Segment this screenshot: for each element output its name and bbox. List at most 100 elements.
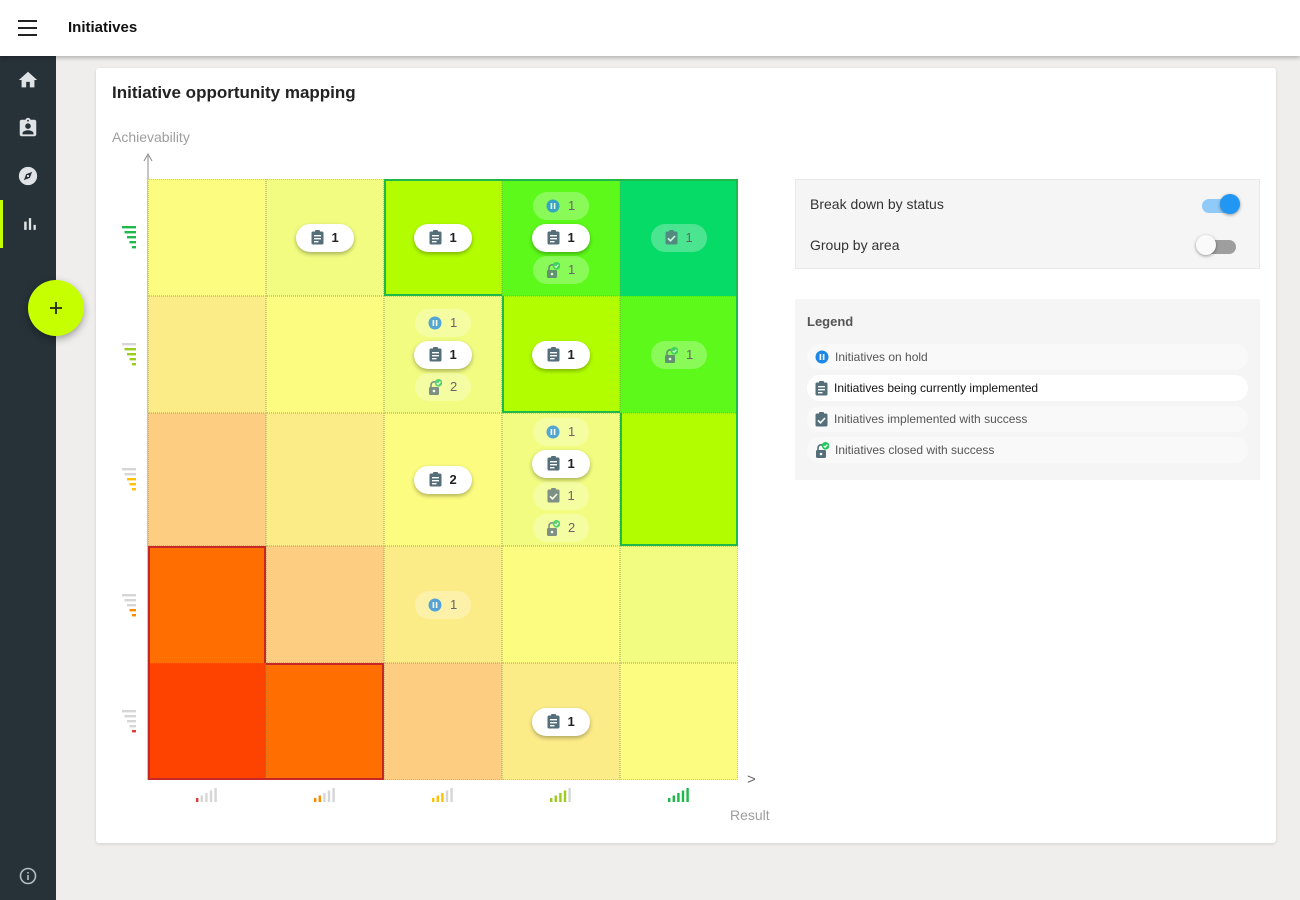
lock-check-icon bbox=[546, 261, 560, 278]
pause-icon bbox=[428, 316, 442, 330]
matrix-cell bbox=[620, 179, 738, 296]
matrix-cell bbox=[266, 546, 384, 663]
initiative-chip-impl[interactable]: 2 bbox=[414, 465, 472, 494]
chip-count: 2 bbox=[450, 379, 458, 394]
clipboard-check-icon bbox=[665, 230, 678, 245]
legend-panel: Legend Initiatives on hold Initiatives be… bbox=[795, 299, 1260, 480]
initiative-chip-closed[interactable]: 2 bbox=[415, 372, 471, 401]
top-app-bar: Initiatives bbox=[0, 0, 1300, 56]
chip-count: 1 bbox=[568, 262, 576, 277]
options-panel: Break down by status Group by area bbox=[795, 179, 1260, 269]
lock-check-icon bbox=[664, 346, 678, 363]
initiative-chip-impl[interactable]: 1 bbox=[296, 223, 354, 252]
initiative-chip-impl[interactable]: 1 bbox=[532, 707, 590, 736]
info-icon[interactable] bbox=[18, 866, 38, 886]
matrix-cell bbox=[384, 546, 502, 663]
initiative-chip-hold[interactable]: 1 bbox=[415, 590, 471, 619]
initiative-chip-hold[interactable]: 1 bbox=[415, 308, 471, 337]
chip-count: 1 bbox=[567, 714, 575, 729]
lock-check-icon bbox=[428, 378, 442, 395]
matrix-cell bbox=[384, 663, 502, 780]
initiative-chip-impl[interactable]: 1 bbox=[414, 223, 472, 252]
result-level-icon bbox=[548, 787, 574, 808]
chip-count: 1 bbox=[450, 315, 458, 330]
sidebar-item-home[interactable] bbox=[0, 56, 56, 104]
initiative-chip-closed[interactable]: 1 bbox=[533, 255, 589, 284]
legend-item-label: Initiatives implemented with success bbox=[834, 412, 1028, 426]
pause-icon bbox=[546, 425, 560, 439]
legend-item-label: Initiatives being currently implemented bbox=[834, 381, 1039, 395]
add-initiative-button[interactable] bbox=[28, 280, 84, 336]
initiative-chip-hold[interactable]: 1 bbox=[533, 417, 589, 446]
initiative-chip-impl[interactable]: 1 bbox=[532, 449, 590, 478]
y-axis-label: Achievability bbox=[112, 129, 190, 145]
matrix-cell bbox=[502, 413, 620, 546]
matrix-cell bbox=[266, 179, 384, 296]
sidebar-item-assignment[interactable] bbox=[0, 104, 56, 152]
initiative-chip-success[interactable]: 1 bbox=[533, 481, 589, 510]
chip-count: 2 bbox=[449, 472, 457, 487]
home-icon bbox=[18, 71, 38, 88]
initiative-chip-success[interactable]: 1 bbox=[651, 223, 707, 252]
matrix-cell bbox=[266, 663, 384, 780]
result-level-icon bbox=[666, 787, 692, 808]
clipboard-check-icon bbox=[815, 411, 828, 427]
bar-chart-icon bbox=[23, 218, 36, 230]
achievability-level-icon bbox=[120, 341, 138, 372]
break-down-label: Break down by status bbox=[810, 196, 944, 212]
chip-count: 1 bbox=[449, 230, 457, 245]
compass-icon bbox=[18, 166, 38, 186]
chip-count: 1 bbox=[331, 230, 339, 245]
pause-icon bbox=[428, 598, 442, 612]
matrix-cell bbox=[148, 546, 266, 663]
legend-item-label: Initiatives on hold bbox=[835, 350, 928, 364]
sidebar-item-explore[interactable] bbox=[0, 152, 56, 200]
initiative-chip-closed[interactable]: 2 bbox=[533, 513, 589, 542]
chip-count: 1 bbox=[685, 230, 693, 245]
chip-count: 1 bbox=[568, 198, 576, 213]
matrix-cell bbox=[620, 546, 738, 663]
matrix-cell bbox=[148, 663, 266, 780]
initiative-chip-hold[interactable]: 1 bbox=[533, 191, 589, 220]
initiative-chip-impl[interactable]: 1 bbox=[414, 340, 472, 369]
group-by-area-label: Group by area bbox=[810, 237, 900, 253]
clipboard-icon bbox=[547, 347, 560, 362]
legend-item-impl[interactable]: Initiatives being currently implemented bbox=[807, 375, 1248, 401]
clipboard-icon bbox=[547, 714, 560, 729]
achievability-level-icon bbox=[120, 466, 138, 497]
clipboard-check-icon bbox=[547, 488, 560, 503]
break-down-toggle[interactable] bbox=[1198, 192, 1242, 216]
matrix-cell bbox=[620, 663, 738, 780]
sidebar bbox=[0, 56, 56, 900]
result-level-icon bbox=[194, 787, 220, 808]
legend-item-hold[interactable]: Initiatives on hold bbox=[807, 344, 1248, 370]
chip-count: 1 bbox=[567, 347, 575, 362]
matrix-cell bbox=[620, 413, 738, 546]
initiative-chip-impl[interactable]: 1 bbox=[532, 223, 590, 252]
clipboard-icon bbox=[429, 347, 442, 362]
chip-count: 1 bbox=[449, 347, 457, 362]
initiative-chip-impl[interactable]: 1 bbox=[532, 340, 590, 369]
app-title: Initiatives bbox=[68, 19, 138, 36]
matrix-cell bbox=[148, 296, 266, 413]
achievability-level-icon bbox=[120, 708, 138, 739]
group-by-area-toggle[interactable] bbox=[1196, 233, 1240, 257]
matrix-cell bbox=[266, 413, 384, 546]
legend-item-closed[interactable]: Initiatives closed with success bbox=[807, 437, 1248, 463]
initiative-chip-closed[interactable]: 1 bbox=[651, 340, 707, 369]
legend-item-success[interactable]: Initiatives implemented with success bbox=[807, 406, 1248, 432]
legend-item-label: Initiatives closed with success bbox=[835, 443, 995, 457]
legend-title: Legend bbox=[807, 314, 854, 329]
clipboard-icon bbox=[815, 380, 828, 396]
sidebar-item-chart[interactable] bbox=[0, 200, 56, 248]
menu-icon[interactable] bbox=[14, 16, 42, 40]
clipboard-icon bbox=[429, 230, 442, 245]
assignment-icon bbox=[19, 117, 37, 137]
lock-check-icon bbox=[815, 442, 829, 458]
matrix-cell bbox=[148, 413, 266, 546]
plus-icon bbox=[50, 302, 62, 314]
achievability-level-icon bbox=[120, 592, 138, 623]
pause-icon bbox=[815, 350, 829, 364]
chip-count: 1 bbox=[567, 456, 575, 471]
clipboard-icon bbox=[547, 456, 560, 471]
